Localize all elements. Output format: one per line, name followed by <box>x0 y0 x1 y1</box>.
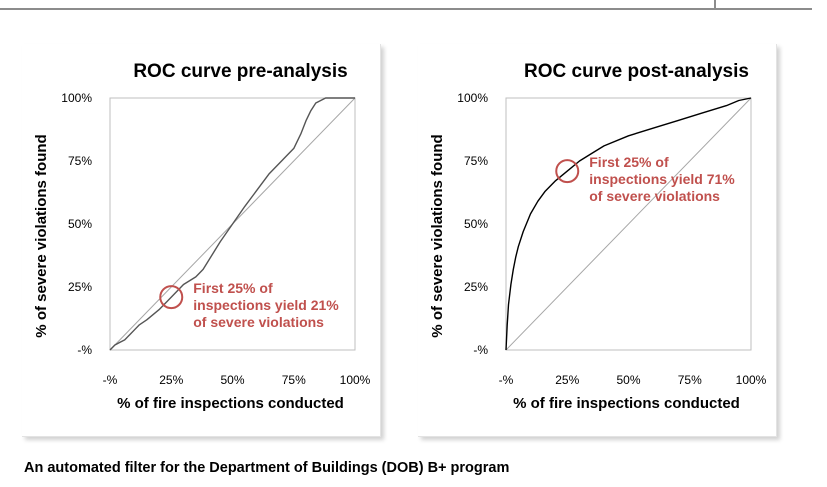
annotation-text-line: First 25% of <box>589 154 669 170</box>
roc-curve-line <box>109 97 355 351</box>
x-tick-label: -% <box>499 373 514 387</box>
x-tick-label: 100% <box>736 373 767 387</box>
x-axis-title: % of fire inspections conducted <box>117 395 344 412</box>
roc-curve-line <box>505 97 752 351</box>
chart-title: ROC curve post-analysis <box>524 61 749 82</box>
annotation-circle <box>555 159 580 184</box>
y-tick-label: 100% <box>457 91 488 105</box>
annotation-text-line: of severe violations <box>589 188 720 204</box>
annotation-text-line: inspections yield 21% <box>193 297 339 313</box>
chart-title: ROC curve pre-analysis <box>133 61 347 82</box>
plot-frame <box>109 97 356 351</box>
x-tick-label: -% <box>103 373 118 387</box>
x-tick-label: 50% <box>220 373 244 387</box>
x-tick-label: 25% <box>555 373 579 387</box>
annotation-text-line: First 25% of <box>193 280 273 296</box>
roc-chart-post: ROC curve post-analysis -% 25% 50% 75% 100% -%… <box>429 61 767 412</box>
y-tick-label: 50% <box>68 217 92 231</box>
annotation-text-line: inspections yield 71% <box>589 171 735 187</box>
x-tick-label: 25% <box>159 373 183 387</box>
x-tick-label: 75% <box>678 373 702 387</box>
footer-caption: An automated filter for the Department o… <box>24 460 510 476</box>
x-axis-title: % of fire inspections conducted <box>513 395 740 412</box>
top-rule-tick <box>714 0 716 8</box>
y-tick-label: 25% <box>68 280 92 294</box>
x-tick-label: 100% <box>340 373 371 387</box>
y-tick-label: 75% <box>68 154 92 168</box>
y-tick-label: -% <box>77 343 92 357</box>
y-tick-label: 100% <box>61 91 92 105</box>
top-rule <box>0 0 812 10</box>
y-tick-label: 25% <box>464 280 488 294</box>
roc-chart-pre: ROC curve pre-analysis -% 25% 50% 75% 100% -% 2… <box>33 61 371 412</box>
y-tick-label: -% <box>473 343 488 357</box>
annotation-text-line: of severe violations <box>193 314 324 330</box>
y-tick-label: 50% <box>464 217 488 231</box>
chart-panel-pre: ROC curve pre-analysis -% 25% 50% 75% 100% -% 2… <box>22 44 381 437</box>
diagonal-reference-line <box>505 97 752 351</box>
chart-panel-post: ROC curve post-analysis -% 25% 50% 75% 100% -%… <box>418 44 777 437</box>
y-axis-title: % of severe violations found <box>33 134 50 337</box>
x-tick-label: 50% <box>616 373 640 387</box>
y-tick-label: 75% <box>464 154 488 168</box>
annotation-circle <box>159 285 184 310</box>
y-axis-title: % of severe violations found <box>429 134 446 337</box>
x-tick-label: 75% <box>282 373 306 387</box>
plot-frame <box>505 97 752 351</box>
